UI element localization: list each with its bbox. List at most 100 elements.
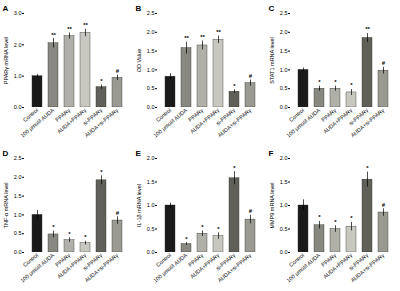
svg-text:2.5: 2.5 [280, 10, 288, 16]
svg-text:*: * [185, 236, 188, 242]
svg-text:*: * [334, 219, 337, 225]
svg-text:A: A [3, 4, 9, 13]
svg-text:100 μmol/l AUDA: 100 μmol/l AUDA [19, 107, 55, 139]
svg-text:100 μmol/l AUDA: 100 μmol/l AUDA [285, 107, 321, 139]
svg-text:100 μmol/l AUDA: 100 μmol/l AUDA [19, 252, 55, 284]
svg-text:AUDA+si-PPARγ: AUDA+si-PPARγ [350, 107, 386, 139]
svg-text:2.0: 2.0 [280, 29, 288, 35]
svg-text:#: # [249, 208, 253, 214]
svg-text:**: ** [67, 26, 72, 32]
svg-text:**: ** [83, 22, 88, 28]
svg-text:TNF-α mRNA level: TNF-α mRNA level [3, 183, 9, 229]
svg-text:100 μmol/l AUDA: 100 μmol/l AUDA [152, 252, 188, 284]
svg-text:2.0: 2.0 [14, 174, 22, 180]
svg-text:**: ** [365, 26, 370, 32]
svg-text:0.5: 0.5 [147, 226, 155, 232]
svg-text:1.0: 1.0 [147, 202, 155, 208]
svg-text:100 μmol/l AUDA: 100 μmol/l AUDA [152, 107, 188, 139]
svg-text:**: ** [51, 32, 56, 38]
svg-text:#: # [382, 202, 386, 208]
svg-text:1.0: 1.0 [280, 202, 288, 208]
svg-text:#: # [116, 68, 120, 74]
svg-text:0.5: 0.5 [14, 230, 22, 236]
svg-text:AUDA+si-PPARγ: AUDA+si-PPARγ [84, 107, 120, 139]
svg-text:*: * [318, 214, 321, 220]
svg-text:*: * [100, 169, 103, 175]
svg-text:1.0: 1.0 [280, 67, 288, 73]
svg-text:PPARγ: PPARγ [54, 252, 72, 268]
svg-text:Control: Control [154, 107, 173, 123]
svg-text:F: F [269, 149, 274, 158]
svg-text:1.0: 1.0 [14, 212, 22, 218]
svg-text:**: ** [216, 29, 221, 35]
svg-text:2.0: 2.0 [147, 29, 155, 35]
svg-text:B: B [136, 4, 142, 13]
svg-text:AUDA+PPARγ: AUDA+PPARγ [322, 252, 354, 280]
svg-text:0.0: 0.0 [147, 249, 155, 255]
svg-text:*: * [334, 79, 337, 85]
svg-text:STAT1 mRNA level: STAT1 mRNA level [269, 37, 275, 84]
svg-text:*: * [350, 215, 353, 221]
svg-text:*: * [84, 234, 87, 240]
svg-text:1.5: 1.5 [280, 179, 288, 185]
svg-text:1.5: 1.5 [14, 193, 22, 199]
svg-text:PPARγ: PPARγ [320, 107, 338, 123]
svg-text:MMP9 mRNA level: MMP9 mRNA level [269, 182, 275, 228]
svg-text:AUDA+PPARγ: AUDA+PPARγ [189, 252, 221, 280]
svg-text:0.0: 0.0 [147, 104, 155, 110]
svg-text:*: * [366, 165, 369, 171]
svg-text:IL-1β mRNA level: IL-1β mRNA level [136, 184, 142, 227]
svg-text:100 μmol/l AUDA: 100 μmol/l AUDA [285, 252, 321, 284]
svg-text:0.0: 0.0 [14, 249, 22, 255]
svg-text:0.0: 0.0 [280, 104, 288, 110]
svg-text:#: # [249, 73, 253, 79]
svg-text:*: * [350, 82, 353, 88]
svg-text:D: D [3, 149, 9, 158]
svg-text:AUDA+PPARγ: AUDA+PPARγ [56, 252, 88, 280]
svg-text:2.0: 2.0 [280, 155, 288, 161]
svg-text:0.5: 0.5 [280, 226, 288, 232]
svg-text:*: * [217, 226, 220, 232]
svg-text:PPARγ: PPARγ [54, 107, 72, 123]
svg-text:0.0: 0.0 [280, 249, 288, 255]
svg-text:Control: Control [21, 252, 40, 268]
svg-text:1.0: 1.0 [147, 67, 155, 73]
svg-text:1.5: 1.5 [147, 179, 155, 185]
svg-text:*: * [233, 165, 236, 171]
svg-text:AUDA+PPARγ: AUDA+PPARγ [189, 107, 221, 135]
svg-text:Control: Control [21, 107, 40, 123]
svg-text:*: * [318, 79, 321, 85]
svg-text:AUDA+si-PPARγ: AUDA+si-PPARγ [350, 252, 386, 284]
svg-text:*: * [201, 224, 204, 230]
svg-text:#: # [116, 210, 120, 216]
svg-text:0.5: 0.5 [147, 85, 155, 91]
svg-text:OD Value: OD Value [136, 49, 142, 72]
svg-text:0.0: 0.0 [14, 104, 22, 110]
svg-text:C: C [269, 4, 275, 13]
svg-text:**: ** [184, 35, 189, 41]
svg-text:AUDA+PPARγ: AUDA+PPARγ [56, 107, 88, 135]
svg-text:AUDA+si-PPARγ: AUDA+si-PPARγ [84, 252, 120, 284]
svg-text:1.5: 1.5 [280, 48, 288, 54]
svg-text:AUDA+si-PPARγ: AUDA+si-PPARγ [217, 107, 253, 139]
svg-text:0.5: 0.5 [280, 85, 288, 91]
svg-text:*: * [233, 83, 236, 89]
svg-text:3.0: 3.0 [14, 10, 22, 16]
svg-text:PPARγ: PPARγ [187, 107, 205, 123]
svg-text:*: * [68, 231, 71, 237]
svg-text:1.0: 1.0 [14, 73, 22, 79]
svg-text:2.5: 2.5 [14, 155, 22, 161]
svg-text:**: ** [200, 34, 205, 40]
svg-text:1.5: 1.5 [147, 48, 155, 54]
svg-text:PPARγ mRNA level: PPARγ mRNA level [3, 37, 9, 85]
svg-text:*: * [52, 224, 55, 230]
svg-text:2.5: 2.5 [147, 10, 155, 16]
svg-text:AUDA+PPARγ: AUDA+PPARγ [322, 107, 354, 135]
svg-text:Control: Control [287, 107, 306, 123]
svg-text:*: * [100, 78, 103, 84]
svg-text:2.0: 2.0 [14, 42, 22, 48]
svg-text:AUDA+si-PPARγ: AUDA+si-PPARγ [217, 252, 253, 284]
svg-text:E: E [136, 149, 142, 158]
svg-text:2.0: 2.0 [147, 155, 155, 161]
svg-text:#: # [382, 60, 386, 66]
